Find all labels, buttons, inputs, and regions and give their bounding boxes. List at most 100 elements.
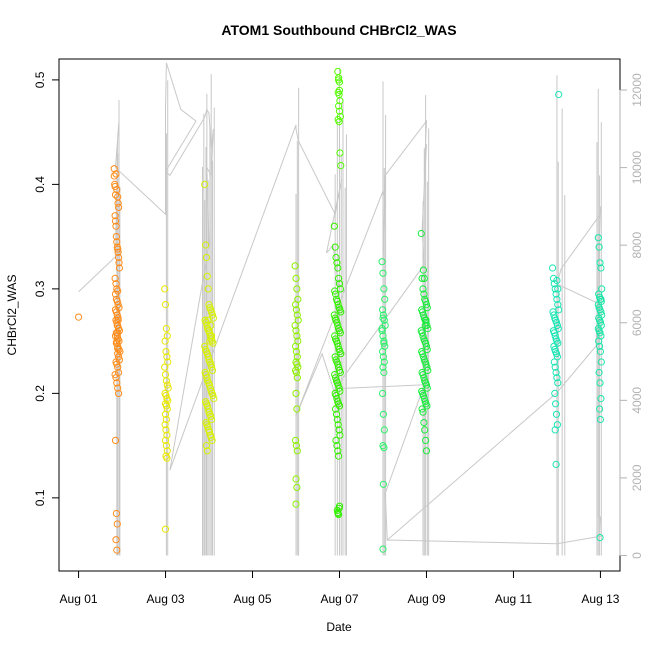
data-point: [549, 264, 557, 272]
data-point: [337, 162, 345, 170]
y2-tick-label: 2000: [630, 464, 644, 491]
data-point: [163, 353, 171, 361]
data-point: [293, 447, 301, 455]
data-point: [379, 306, 387, 314]
y-tick-label: 0.1: [33, 489, 47, 506]
data-point: [551, 363, 559, 371]
data-point: [555, 90, 563, 99]
data-point: [420, 274, 428, 282]
data-point: [114, 384, 122, 392]
data-point: [75, 313, 83, 321]
y2-tick-label: 8000: [630, 232, 644, 259]
data-point: [595, 243, 603, 251]
data-point: [111, 274, 119, 282]
data-point: [335, 76, 343, 84]
data-point: [292, 342, 300, 350]
data-point: [335, 510, 343, 519]
data-point: [331, 243, 339, 251]
data-point: [162, 348, 170, 356]
x-tick-label: Aug 01: [60, 592, 98, 606]
data-point: [552, 318, 561, 326]
data-point: [335, 280, 344, 288]
data-point: [209, 391, 217, 400]
data-point: [332, 436, 340, 444]
data-point: [204, 285, 212, 293]
data-point: [111, 212, 119, 220]
data-point: [550, 311, 558, 319]
data-points: [75, 67, 606, 554]
data-point: [336, 97, 344, 105]
data-point: [112, 280, 120, 288]
x-axis-label: Date: [326, 620, 352, 634]
data-point: [379, 269, 387, 277]
data-point: [293, 332, 301, 340]
data-point: [422, 339, 430, 347]
data-point: [336, 387, 344, 395]
data-point: [333, 395, 341, 403]
data-point: [113, 337, 121, 345]
data-point: [554, 379, 562, 387]
x-tick-label: Aug 11: [495, 592, 532, 606]
data-point: [291, 262, 299, 270]
data-point: [380, 444, 388, 452]
data-point: [293, 311, 301, 319]
data-point: [208, 332, 216, 340]
data-point: [419, 285, 427, 293]
data-point: [292, 389, 300, 397]
data-point: [114, 363, 122, 371]
data-point: [162, 391, 170, 400]
data-point: [161, 363, 169, 371]
data-point: [115, 259, 123, 267]
data-point: [420, 374, 428, 382]
y-tick-label: 0.5: [33, 71, 47, 88]
data-point: [113, 379, 121, 387]
data-point: [115, 203, 123, 211]
data-point: [420, 290, 428, 298]
data-point: [204, 353, 212, 361]
data-point: [210, 395, 218, 403]
data-point: [332, 410, 341, 418]
data-point: [332, 253, 340, 262]
y-tick-label: 0.3: [33, 280, 47, 297]
chart-title: ATOM1 Southbound CHBrCl2_WAS: [221, 22, 456, 38]
data-point: [596, 259, 604, 267]
data-point: [335, 102, 343, 110]
data-point: [335, 74, 343, 82]
data-point: [552, 400, 560, 408]
y2-tick-label: 0: [630, 552, 644, 559]
data-point: [292, 442, 300, 450]
data-point: [113, 546, 121, 554]
data-point: [206, 337, 214, 345]
data-point: [379, 348, 387, 356]
data-point: [554, 301, 562, 309]
data-point: [161, 436, 170, 444]
data-point: [202, 442, 210, 450]
data-point: [422, 447, 431, 455]
x-tick-label: Aug 03: [147, 592, 185, 606]
data-point: [292, 368, 300, 377]
y2-tick-label: 12000: [630, 73, 644, 107]
data-point: [293, 374, 301, 382]
data-point: [379, 314, 387, 322]
data-point: [112, 170, 120, 178]
data-point: [379, 480, 387, 488]
data-point: [596, 318, 605, 326]
data-point: [379, 545, 387, 553]
data-point: [421, 426, 429, 434]
data-point: [161, 410, 170, 418]
data-point: [553, 321, 562, 329]
data-point: [337, 350, 345, 358]
y2-tick-label: 4000: [630, 387, 644, 414]
data-point: [162, 442, 170, 450]
data-point: [203, 402, 211, 410]
data-point: [596, 329, 604, 337]
data-point: [596, 405, 604, 413]
data-point: [598, 285, 606, 293]
data-point: [111, 371, 119, 379]
data-point: [417, 229, 425, 238]
data-point: [162, 325, 170, 333]
data-point: [162, 377, 170, 385]
data-point: [201, 180, 209, 188]
data-point: [113, 321, 121, 329]
data-point: [114, 199, 122, 207]
